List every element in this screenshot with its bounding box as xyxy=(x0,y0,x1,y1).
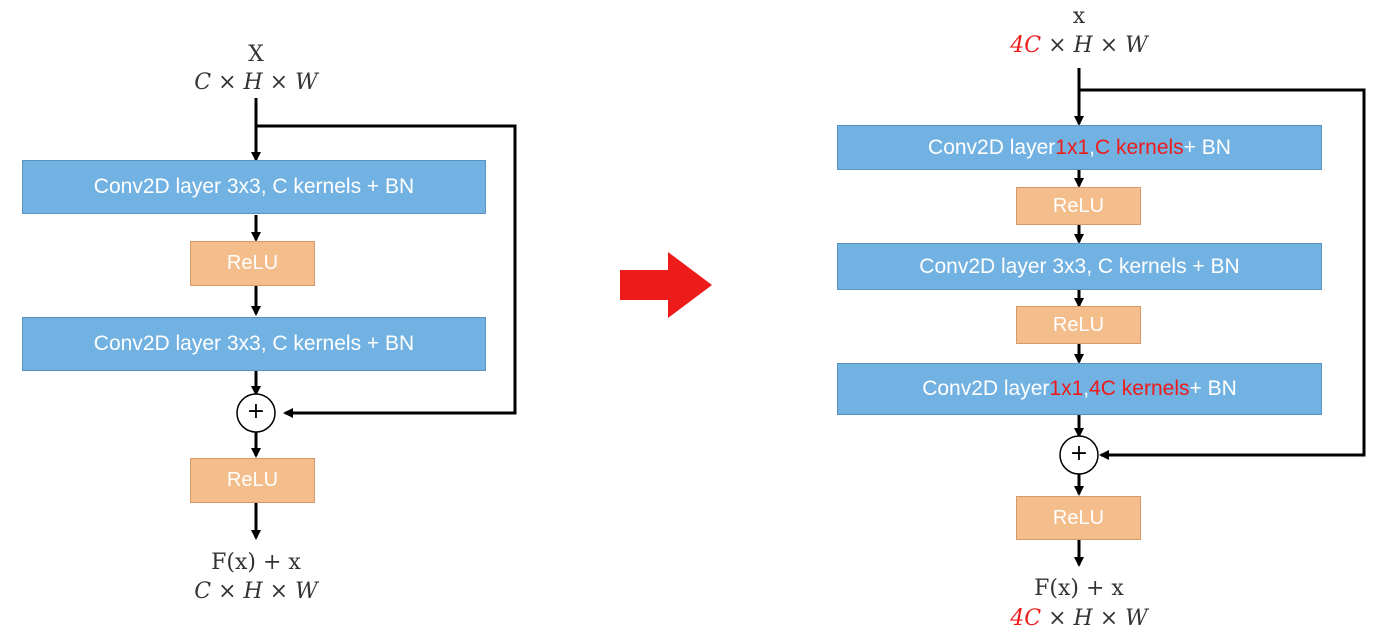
right-relu-2: ReLU xyxy=(1016,306,1141,344)
right-conv1-text-a: Conv2D layer xyxy=(928,135,1056,159)
right-conv3-text-c: , xyxy=(1083,377,1090,400)
left-conv-layer-2: Conv2D layer 3x3, C kernels + BN xyxy=(22,317,486,371)
right-conv-layer-1: Conv2D layer 1x1, C kernels + BN xyxy=(837,125,1322,170)
right-conv3-kernel-count: 4C kernels xyxy=(1089,377,1190,400)
right-output-shape-channels: 4C xyxy=(1010,606,1042,631)
right-relu-3: ReLU xyxy=(1016,496,1141,540)
right-output-shape-rest: × H × W xyxy=(1041,606,1148,631)
right-output-shape: 4C × H × W xyxy=(979,606,1179,632)
left-add-symbol: + xyxy=(246,399,266,424)
left-relu-1: ReLU xyxy=(190,241,315,286)
right-conv1-text-c: , xyxy=(1089,135,1095,159)
right-connectors xyxy=(1059,68,1366,567)
left-input-shape: C × H × W xyxy=(194,70,318,95)
right-conv3-text-a: Conv2D layer xyxy=(922,377,1050,400)
left-connectors xyxy=(236,98,517,540)
right-relu-1: ReLU xyxy=(1016,187,1141,225)
left-conv-layer-1: Conv2D layer 3x3, C kernels + BN xyxy=(22,160,486,214)
right-conv3-text-e: + BN xyxy=(1189,377,1237,400)
right-input-shape: 4C × H × W xyxy=(979,33,1179,59)
right-skip-connection xyxy=(1079,88,1366,460)
right-input-shape-rest: × H × W xyxy=(1041,33,1148,58)
right-conv1-kernel-size: 1x1 xyxy=(1055,135,1090,159)
left-output-shape: C × H × W xyxy=(194,579,318,604)
right-conv1-kernel-count: C kernels xyxy=(1094,135,1184,159)
right-conv1-text-e: + BN xyxy=(1183,135,1231,159)
right-input-label: x xyxy=(1072,4,1086,29)
right-conv-layer-3: Conv2D layer 1x1, 4C kernels + BN xyxy=(837,363,1322,415)
right-conv-layer-2: Conv2D layer 3x3, C kernels + BN xyxy=(837,243,1322,290)
left-output-label: F(x) + x xyxy=(211,550,301,575)
left-input-label: X xyxy=(248,42,264,67)
left-relu-2: ReLU xyxy=(190,458,315,503)
right-conv3-kernel-size: 1x1 xyxy=(1049,377,1084,400)
right-input-shape-channels: 4C xyxy=(1010,33,1042,58)
left-skip-connection xyxy=(256,124,517,418)
right-add-symbol: + xyxy=(1069,441,1089,466)
transform-arrow-icon xyxy=(620,252,712,318)
right-output-label: F(x) + x xyxy=(1034,576,1124,601)
